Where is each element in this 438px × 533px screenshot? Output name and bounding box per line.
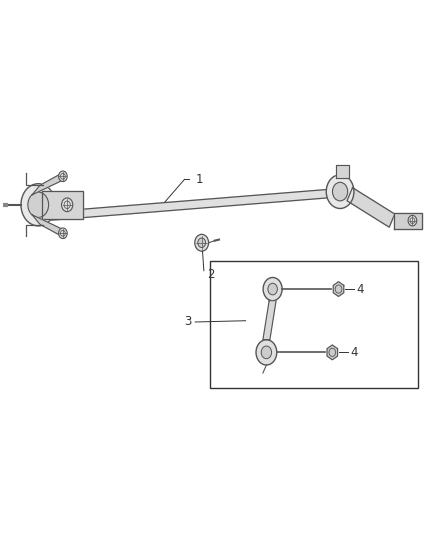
Polygon shape	[347, 188, 395, 227]
Text: 2: 2	[207, 269, 215, 281]
Circle shape	[332, 182, 348, 201]
Polygon shape	[42, 191, 83, 219]
Polygon shape	[394, 213, 422, 229]
Text: 3: 3	[184, 316, 192, 328]
Bar	[210, 261, 418, 388]
Polygon shape	[46, 189, 340, 221]
Circle shape	[21, 184, 56, 226]
Polygon shape	[327, 345, 338, 360]
Circle shape	[28, 192, 49, 217]
Circle shape	[261, 346, 272, 359]
Circle shape	[263, 278, 282, 301]
Polygon shape	[336, 165, 349, 178]
Circle shape	[256, 340, 277, 365]
Text: 1: 1	[195, 173, 203, 186]
Text: 4: 4	[350, 346, 357, 359]
Polygon shape	[32, 172, 65, 195]
Circle shape	[268, 283, 277, 295]
Circle shape	[326, 175, 354, 208]
Polygon shape	[263, 301, 276, 340]
Circle shape	[59, 228, 67, 239]
Circle shape	[408, 215, 417, 226]
Circle shape	[59, 171, 67, 182]
Circle shape	[198, 238, 205, 247]
Polygon shape	[333, 281, 344, 296]
Circle shape	[195, 235, 208, 251]
Polygon shape	[32, 215, 65, 238]
Text: 4: 4	[356, 282, 364, 296]
Circle shape	[62, 198, 73, 212]
